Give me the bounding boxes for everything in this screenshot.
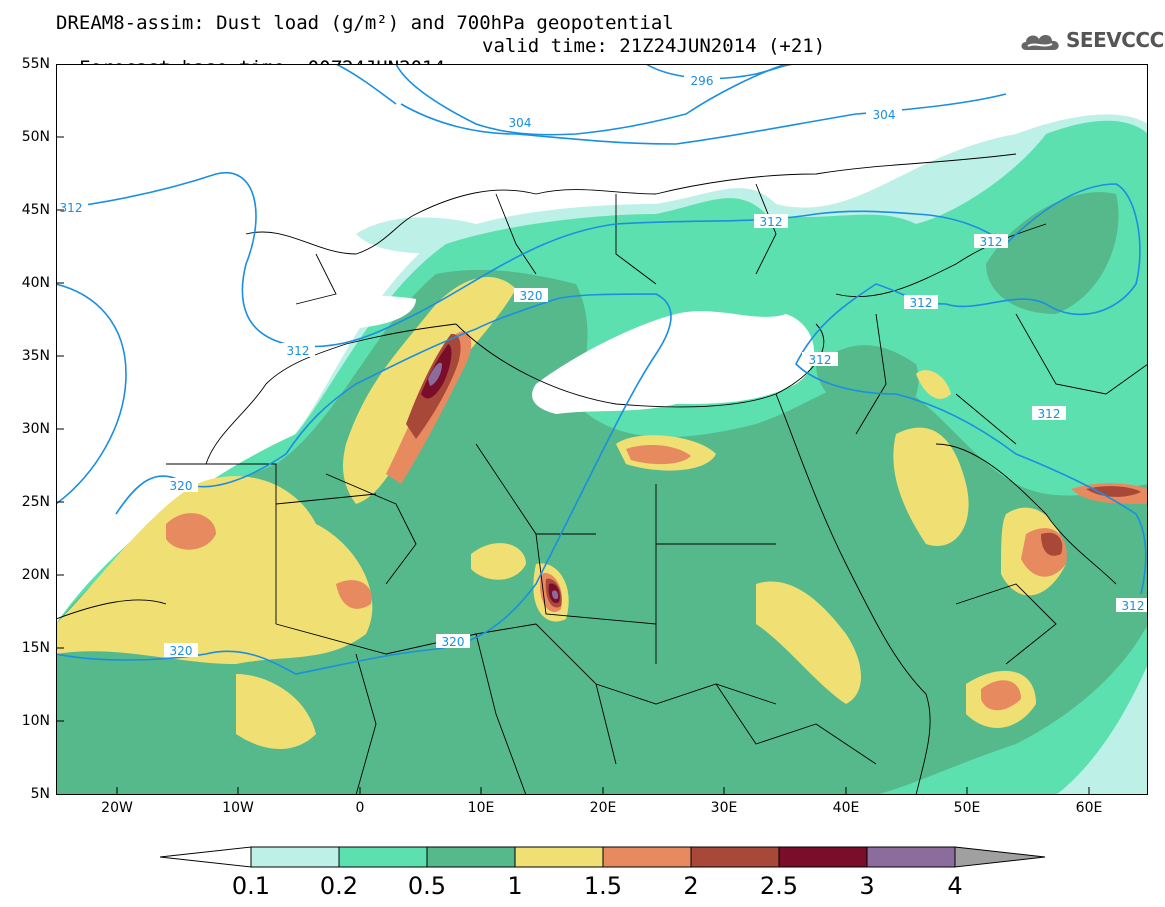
logo-text: SEEVCCC [1066,28,1164,52]
colorbar [160,846,1046,868]
axis-ticks [56,64,1090,795]
colorbar-label: 0.5 [407,872,447,900]
svg-text:320: 320 [442,635,465,649]
lat-label: 10N [21,713,50,729]
contour-label-320d: 320 [164,643,198,658]
colorbar-swatch-1 [514,846,604,868]
svg-text:296: 296 [691,74,714,88]
lon-label: 20W [101,800,133,816]
dust-map: 296 304 304 312 312 312 312 312 312 312 … [56,64,1148,795]
colorbar-high-arrow [954,846,1046,868]
contour-label-296: 296 [684,73,720,88]
lon-label: 0 [355,800,365,816]
svg-text:304: 304 [509,116,532,130]
svg-text:312: 312 [980,235,1003,249]
colorbar-label: 2 [683,872,699,900]
dust-level-3-b [552,590,559,600]
colorbar-swatch-1.5 [602,846,692,868]
contour-label-312g: 312 [1116,598,1148,613]
svg-text:312: 312 [1038,407,1061,421]
colorbar-swatch-0.5 [426,846,516,868]
geopotential-contours [56,64,1147,675]
contour-label-312d: 312 [904,295,938,310]
colorbar-swatch-0.2 [338,846,428,868]
contour-label-312a: 312 [56,200,88,215]
lat-label: 30N [21,421,50,437]
colorbar-swatch-2.5 [778,846,868,868]
svg-text:312: 312 [287,344,310,358]
contour-labels: 296 304 304 312 312 312 312 312 312 312 … [56,73,1148,658]
mediterranean-sea [532,311,815,414]
seevccc-logo: SEEVCCC [1018,28,1164,54]
dust-level-3 [428,362,442,386]
lat-label: 15N [21,640,50,656]
colorbar-low-arrow [160,846,252,868]
svg-text:312: 312 [910,296,933,310]
svg-text:304: 304 [873,108,896,122]
contour-label-312b: 312 [754,214,788,229]
lon-label: 20E [589,800,617,816]
lat-label: 25N [21,494,50,510]
colorbar-swatch-0.1 [250,846,340,868]
contour-label-320c: 320 [436,634,470,649]
colorbar-label: 3 [859,872,875,900]
lon-label: 40E [832,800,860,816]
lon-label: 30E [710,800,738,816]
svg-text:320: 320 [170,644,193,658]
lat-label: 50N [21,129,50,145]
cloud-icon [1021,35,1059,50]
map-title: DREAM8-assim: Dust load (g/m²) and 700hP… [56,12,674,34]
colorbar-label: 0.1 [231,872,271,900]
dust-level-0.5 [56,192,1148,795]
colorbar-label: 1 [507,872,523,900]
contour-label-304b: 304 [866,107,902,122]
lon-label: 60E [1075,800,1103,816]
colorbar-label: 0.2 [319,872,359,900]
colorbar-swatch-2 [690,846,780,868]
contour-label-320b: 320 [164,478,198,493]
lat-label: 35N [21,348,50,364]
svg-text:312: 312 [760,215,783,229]
western-med [286,295,416,329]
lat-label: 45N [21,202,50,218]
lat-label: 55N [21,56,50,72]
contour-label-312f: 312 [1032,406,1066,421]
lon-label: 10E [467,800,495,816]
colorbar-label: 2.5 [759,872,799,900]
contour-label-312c: 312 [974,234,1008,249]
colorbar-label: 4 [947,872,963,900]
lat-label: 5N [30,786,50,802]
colorbar-label: 1.5 [583,872,623,900]
svg-text:312: 312 [1122,599,1145,613]
contour-label-304a: 304 [503,115,537,130]
country-borders [56,153,1148,795]
contour-label-312e: 312 [802,352,838,367]
contour-label-320a: 320 [514,288,548,303]
svg-text:320: 320 [520,289,543,303]
lat-label: 40N [21,275,50,291]
valid-time: valid time: 21Z24JUN2014 (+21) [482,35,826,57]
svg-text:320: 320 [170,479,193,493]
lon-label: 10W [222,800,254,816]
colorbar-swatch-3 [866,846,956,868]
lat-label: 20N [21,567,50,583]
lon-label: 50E [953,800,981,816]
svg-text:312: 312 [60,201,83,215]
contour-label-312h: 312 [281,343,315,358]
svg-text:312: 312 [809,353,832,367]
